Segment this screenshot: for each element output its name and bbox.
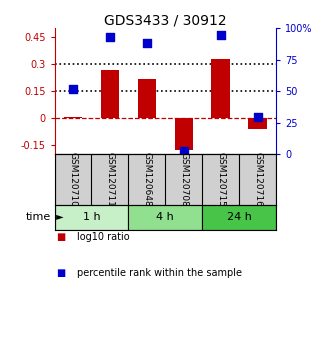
Text: log10 ratio: log10 ratio <box>77 232 130 242</box>
Bar <box>212 59 230 118</box>
Bar <box>101 70 119 118</box>
Bar <box>202 205 276 230</box>
Bar <box>175 118 193 150</box>
Text: time: time <box>26 212 51 222</box>
Bar <box>138 79 156 118</box>
Text: ■: ■ <box>56 232 65 242</box>
Text: 24 h: 24 h <box>227 212 252 222</box>
Bar <box>248 118 267 129</box>
Text: GSM120711: GSM120711 <box>105 152 115 207</box>
Text: GSM120715: GSM120715 <box>216 152 225 207</box>
Text: GSM120708: GSM120708 <box>179 152 188 207</box>
Text: percentile rank within the sample: percentile rank within the sample <box>77 268 242 278</box>
Point <box>71 86 76 92</box>
Text: ►: ► <box>53 212 64 222</box>
Bar <box>55 205 128 230</box>
Text: ■: ■ <box>56 268 65 278</box>
Point <box>144 41 150 46</box>
Point <box>255 114 260 119</box>
Bar <box>128 205 202 230</box>
Title: GDS3433 / 30912: GDS3433 / 30912 <box>104 13 227 27</box>
Text: GSM120648: GSM120648 <box>142 152 152 207</box>
Point <box>218 32 223 38</box>
Point <box>107 34 112 40</box>
Text: GSM120716: GSM120716 <box>253 152 262 207</box>
Point <box>181 148 186 154</box>
Text: 1 h: 1 h <box>83 212 100 222</box>
Text: GSM120710: GSM120710 <box>68 152 78 207</box>
Text: 4 h: 4 h <box>156 212 174 222</box>
